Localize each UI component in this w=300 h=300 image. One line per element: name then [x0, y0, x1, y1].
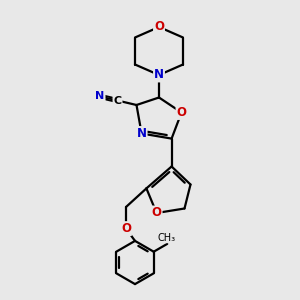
- Text: O: O: [152, 206, 162, 220]
- Text: C: C: [113, 95, 122, 106]
- Text: CH₃: CH₃: [158, 233, 176, 243]
- Text: O: O: [121, 222, 131, 235]
- Text: N: N: [136, 127, 147, 140]
- Text: N: N: [154, 68, 164, 82]
- Text: O: O: [176, 106, 187, 119]
- Text: N: N: [95, 92, 105, 101]
- Text: O: O: [154, 20, 164, 34]
